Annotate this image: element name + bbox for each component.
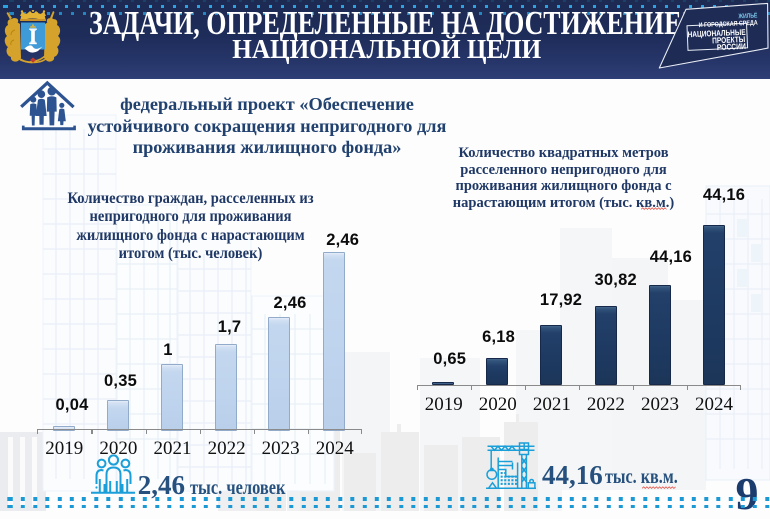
svg-text:НАЦИОНАЛЬНЫЕ: НАЦИОНАЛЬНЫЕ	[687, 28, 746, 39]
svg-text:РОССИИ: РОССИИ	[717, 42, 746, 52]
svg-text:ПРОЕКТЫ: ПРОЕКТЫ	[712, 35, 745, 45]
svg-text:И ГОРОДСКАЯ СРЕДА: И ГОРОДСКАЯ СРЕДА	[699, 20, 758, 29]
svg-text:ЖИЛЬЁ: ЖИЛЬЁ	[737, 11, 758, 20]
